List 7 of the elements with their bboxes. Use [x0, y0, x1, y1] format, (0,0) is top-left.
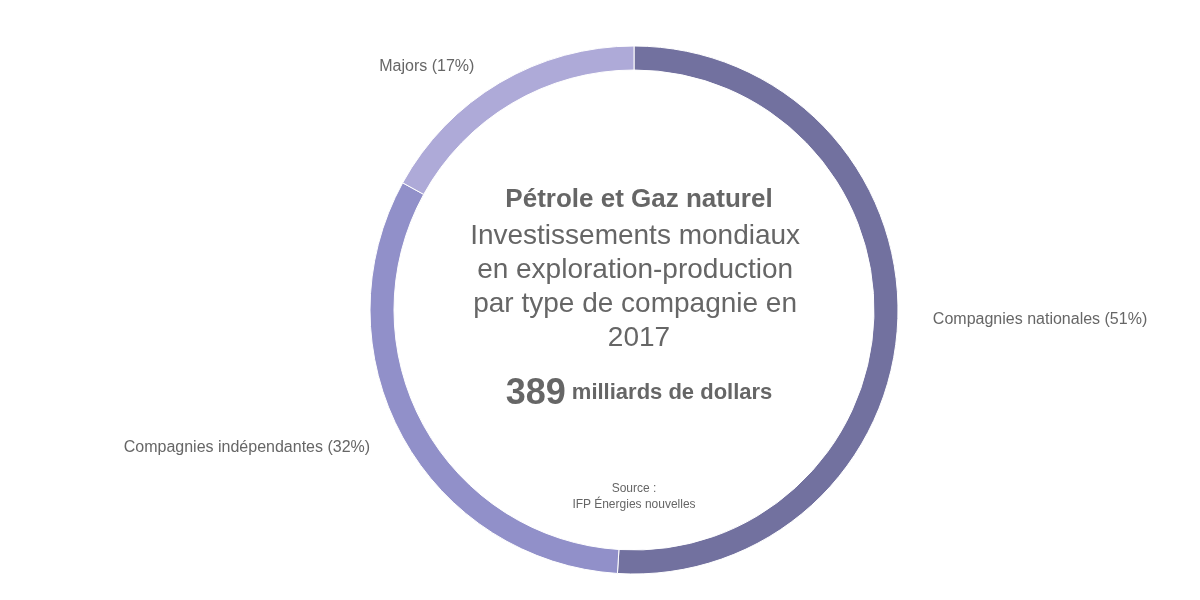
source-note: Source : IFP Énergies nouvelles — [572, 481, 696, 511]
slice-label: Compagnies indépendantes (32%) — [123, 438, 371, 456]
text: Pétrole et Gaz naturel — [505, 183, 773, 213]
text: 389 milliards de dollars — [505, 370, 773, 412]
slice-label: Compagnies nationales (51%) — [932, 310, 1148, 328]
slice-label: Majors (17%) — [379, 57, 475, 75]
text: Investissements mondiaux en exploration-production par type de compagnie en 2017 — [470, 218, 808, 352]
